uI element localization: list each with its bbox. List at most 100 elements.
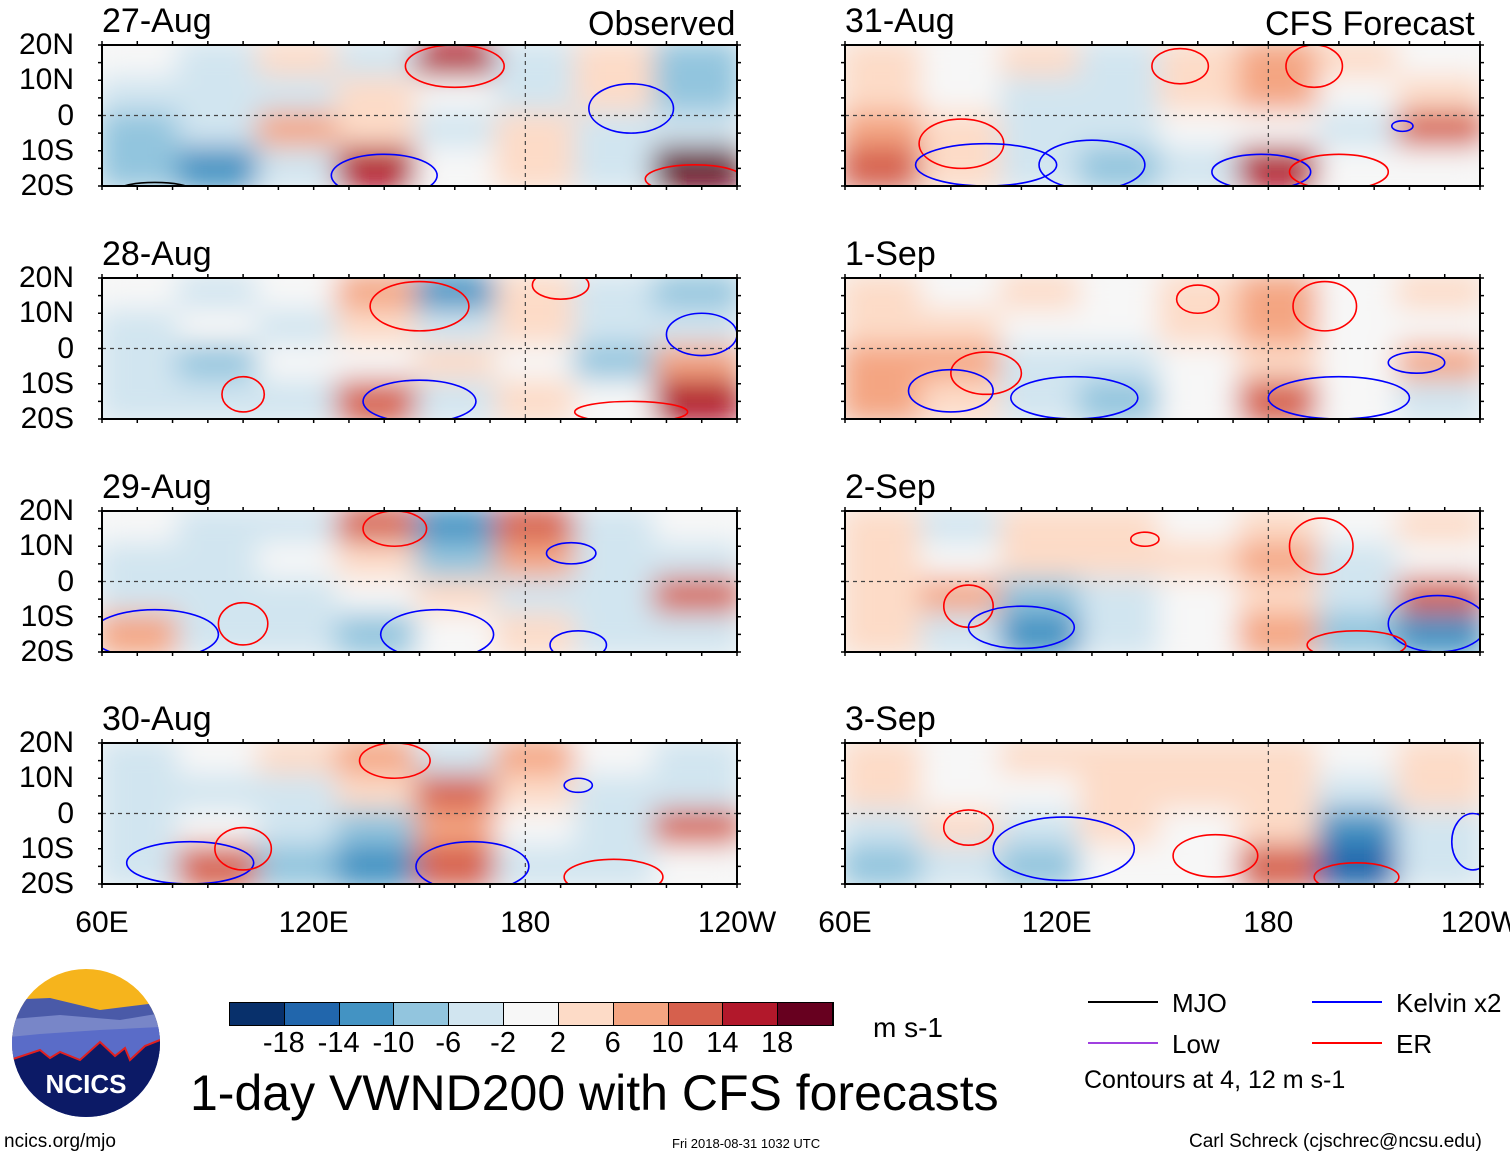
kelvin-contour — [1010, 375, 1139, 419]
url-text: ncics.org/mjo — [4, 1131, 116, 1152]
wind-cell — [1237, 612, 1326, 652]
wind-cell — [574, 844, 662, 884]
colorbar-tick-label: -2 — [490, 1027, 516, 1059]
forecast-label: CFS Forecast — [1265, 5, 1475, 43]
figure-title: 1-day VWND200 with CFS forecasts — [190, 1065, 999, 1121]
er-contour — [1313, 862, 1400, 884]
colorbar-swatch — [504, 1003, 559, 1025]
kelvin-contour — [1450, 812, 1480, 871]
wind-cell — [1396, 844, 1480, 884]
colorbar-swatch — [558, 1003, 614, 1025]
colorbar-tick-label: 10 — [651, 1027, 684, 1059]
wind-cell — [845, 146, 929, 186]
wind-cell — [494, 844, 583, 884]
kelvin-contour — [549, 630, 608, 652]
lat-tick-label: 0 — [57, 98, 74, 132]
map-panels — [98, 41, 1484, 888]
wind-cell — [920, 844, 1008, 884]
wind-cell — [102, 146, 186, 186]
wind-cell — [1396, 379, 1480, 419]
lon-tick-label: 120E — [278, 906, 349, 939]
er-contour — [1288, 153, 1390, 186]
legend-label: ER — [1396, 1029, 1433, 1059]
wind-cell — [1396, 146, 1480, 186]
lat-tick-label: 10S — [20, 366, 74, 400]
kelvin-contour — [1387, 351, 1446, 374]
lat-tick-label: 0 — [57, 564, 74, 598]
panel-date: 1-Sep — [845, 235, 936, 273]
lat-tick-label: 10S — [20, 831, 74, 865]
lat-tick-label: 10N — [18, 761, 74, 795]
panel-29-Aug — [102, 511, 737, 652]
wind-cell — [920, 612, 1008, 652]
wind-cell — [845, 612, 929, 652]
lon-tick-label: 60E — [818, 906, 872, 939]
kelvin-contour — [1038, 139, 1146, 186]
legend-line-low — [1088, 1042, 1158, 1044]
panel-date: 31-Aug — [845, 2, 955, 40]
panel-31-Aug — [845, 45, 1480, 186]
colorbar-tick-label: -6 — [435, 1027, 462, 1059]
credit: Carl Schreck (cjschrec@ncsu.edu) — [1189, 1131, 1482, 1152]
panel-3-Sep — [845, 743, 1480, 884]
wind-cell — [1317, 844, 1405, 884]
wind-cell — [494, 612, 583, 652]
er-contour — [1151, 47, 1210, 85]
wind-cell — [999, 844, 1088, 884]
er-contour — [369, 280, 470, 332]
er-contour — [362, 511, 428, 548]
panel-date: 3-Sep — [845, 700, 936, 738]
lat-tick-label: 20S — [20, 867, 74, 900]
legend-line-kelvin — [1312, 1001, 1382, 1003]
lat-tick-label: 20N — [18, 726, 74, 759]
wind-cell — [177, 379, 265, 419]
wind-cell — [102, 844, 186, 884]
wind-cell — [415, 612, 503, 652]
kelvin-contour — [907, 368, 994, 413]
colorbar-tick-label: 14 — [706, 1027, 739, 1059]
wind-cell — [1396, 612, 1480, 652]
wind-cell — [1237, 844, 1326, 884]
er-contour — [1175, 284, 1220, 315]
panel-28-Aug — [102, 278, 737, 419]
colorbar-tick-label: -10 — [372, 1027, 415, 1059]
kelvin-contour — [563, 777, 594, 794]
panel-1-Sep — [845, 278, 1480, 419]
er-contour — [573, 400, 689, 419]
lon-tick-label: 120E — [1021, 906, 1092, 939]
er-contour — [221, 375, 266, 413]
kelvin-contour — [379, 608, 495, 652]
colorbar-swatch — [230, 1003, 285, 1025]
wind-cell — [920, 379, 1008, 419]
lat-tick-label: 20S — [20, 402, 74, 435]
wind-cell — [574, 146, 662, 186]
wind-cell — [336, 844, 424, 884]
wind-cell — [102, 612, 186, 652]
wind-cell — [1317, 379, 1405, 419]
lat-tick-label: 0 — [57, 331, 74, 365]
panel-date: 28-Aug — [102, 235, 212, 273]
er-contour — [1306, 630, 1407, 652]
er-contour — [942, 809, 994, 847]
wind-cell — [574, 612, 662, 652]
wind-cell — [1158, 844, 1246, 884]
legend-label: MJO — [1172, 988, 1227, 1018]
legend-line-er — [1312, 1042, 1382, 1044]
wind-cell — [102, 379, 186, 419]
kelvin-contour — [330, 153, 438, 186]
kelvin-contour — [415, 840, 530, 884]
wind-cell — [256, 146, 345, 186]
wind-cell — [494, 146, 583, 186]
kelvin-contour — [1391, 119, 1414, 133]
wind-cell — [574, 379, 662, 419]
lat-tick-label: 10S — [20, 133, 74, 167]
er-contour — [1129, 531, 1160, 548]
colorbar-swatch — [284, 1003, 340, 1025]
colorbar-tick-label: 2 — [549, 1027, 566, 1059]
wind-cell — [177, 146, 265, 186]
wind-cell — [1158, 379, 1246, 419]
logo-text: NCICS — [46, 1069, 127, 1099]
er-contour — [217, 601, 269, 646]
kelvin-contour — [665, 312, 737, 357]
kelvin-contour — [1267, 375, 1411, 419]
